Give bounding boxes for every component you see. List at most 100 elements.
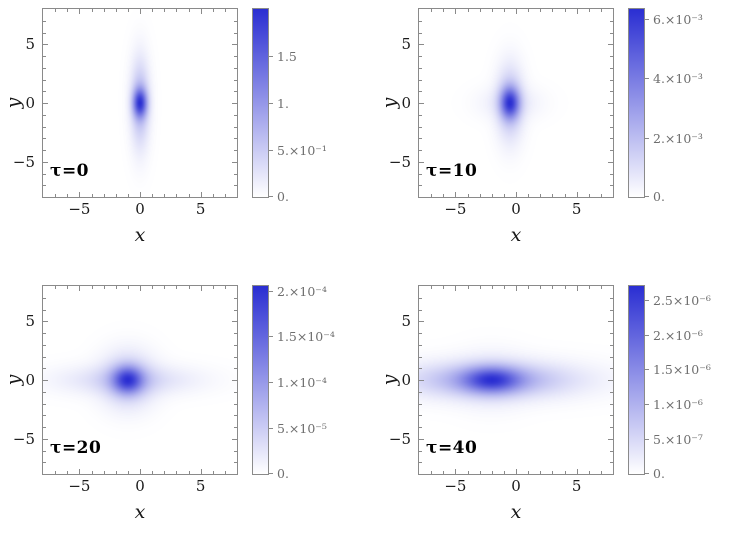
axis-tick <box>610 114 613 116</box>
plot-frame: τ=10 <box>418 8 614 198</box>
axis-tick <box>234 91 237 93</box>
axis-tick <box>234 297 237 299</box>
axis-tick <box>419 309 422 311</box>
axis-tick <box>610 450 613 452</box>
axis-tick <box>419 462 422 464</box>
colorbar-tick-label: 1.×10⁻⁶ <box>653 397 703 413</box>
x-tick-label: 5 <box>195 477 206 495</box>
axis-tick <box>419 356 422 358</box>
colorbar-tick-label: 2.×10⁻⁴ <box>277 283 327 299</box>
plot-frame: τ=40 <box>418 285 614 475</box>
axis-tick <box>43 114 46 116</box>
axis-tick <box>600 471 602 474</box>
axis-tick <box>610 126 613 128</box>
axis-tick <box>164 9 166 12</box>
axis-tick <box>540 286 542 289</box>
axis-tick <box>43 368 46 370</box>
colorbar-tick-label: 4.×10⁻³ <box>653 71 703 87</box>
colorbar-tick-label: 0. <box>653 466 665 481</box>
axis-tick <box>55 286 57 289</box>
colorbar-tick <box>645 439 649 441</box>
axis-tick <box>608 103 613 104</box>
colorbar-tick-label: 2.5×10⁻⁶ <box>653 292 711 308</box>
axis-tick <box>419 415 422 417</box>
tau-annotation: τ=10 <box>426 161 478 181</box>
axis-tick <box>234 309 237 311</box>
axis-tick <box>455 286 457 291</box>
axis-tick <box>115 194 117 197</box>
axis-tick <box>467 9 469 12</box>
axis-tick <box>610 91 613 93</box>
colorbar-tick <box>269 56 273 57</box>
colorbar-tick-label: 2.×10⁻³ <box>653 130 703 146</box>
axis-tick <box>140 469 141 474</box>
axis-tick <box>234 403 237 405</box>
y-tick-label: 5 <box>25 35 35 54</box>
axis-tick <box>431 286 433 289</box>
axis-tick <box>127 286 129 289</box>
axis-tick <box>588 286 590 289</box>
axis-tick <box>576 192 578 197</box>
axis-tick <box>608 44 613 46</box>
axis-tick <box>115 471 117 474</box>
axis-tick <box>43 138 46 140</box>
colorbar-tick <box>269 336 273 338</box>
axis-tick <box>540 194 542 197</box>
x-tick-label: 0 <box>135 200 145 218</box>
axis-tick <box>152 286 154 289</box>
axis-tick <box>55 194 57 197</box>
axis-tick <box>140 9 141 14</box>
axis-tick <box>234 333 237 334</box>
axis-tick <box>610 56 613 57</box>
axis-tick <box>67 286 69 289</box>
x-tick-labels: −5 0 5 <box>43 477 237 497</box>
axis-tick <box>610 138 613 140</box>
axis-tick <box>503 471 505 474</box>
heatmap-canvas <box>419 9 613 197</box>
axis-tick <box>467 194 469 197</box>
y-tick-label: −5 <box>12 429 35 448</box>
axis-tick <box>43 161 48 163</box>
colorbar-tick <box>269 150 273 151</box>
colorbar-tick-label: 1.5×10⁻⁶ <box>653 362 711 378</box>
axis-tick <box>431 471 433 474</box>
axis-tick <box>503 9 505 12</box>
axis-tick <box>610 297 613 299</box>
axis-tick <box>419 91 422 93</box>
axis-tick <box>610 356 613 358</box>
axis-tick <box>528 471 530 474</box>
axis-tick <box>576 469 578 474</box>
colorbar-tick <box>645 404 649 406</box>
colorbar-tick <box>269 473 273 474</box>
axis-tick <box>43 356 46 358</box>
axis-tick <box>610 150 613 151</box>
axis-tick <box>212 9 214 12</box>
colorbar-labels: 6.×10⁻³ 4.×10⁻³ 2.×10⁻³ 0. <box>628 9 743 204</box>
axis-tick <box>419 344 422 346</box>
axis-tick <box>419 450 422 452</box>
axis-tick <box>610 309 613 311</box>
axis-tick <box>212 286 214 289</box>
axis-tick <box>564 471 566 474</box>
axis-tick <box>115 9 117 12</box>
axis-tick <box>43 32 46 34</box>
y-tick-label: −5 <box>388 152 411 171</box>
axis-tick <box>91 9 93 12</box>
axis-tick <box>234 173 237 175</box>
y-tick-label: 5 <box>401 312 411 331</box>
axis-tick <box>188 286 190 289</box>
x-tick-label: 5 <box>571 200 582 218</box>
axis-tick <box>419 438 424 440</box>
axis-tick <box>103 471 105 474</box>
x-tick-label: 0 <box>511 200 521 218</box>
colorbar <box>628 285 645 475</box>
colorbar-tick <box>269 428 273 430</box>
heatmap-canvas <box>419 286 613 474</box>
axis-tick <box>419 321 424 323</box>
colorbar-gradient <box>629 9 644 197</box>
axis-tick <box>55 9 57 12</box>
axis-tick <box>115 286 117 289</box>
axis-tick <box>419 103 424 104</box>
axis-tick <box>224 471 226 474</box>
axis-tick <box>467 471 469 474</box>
